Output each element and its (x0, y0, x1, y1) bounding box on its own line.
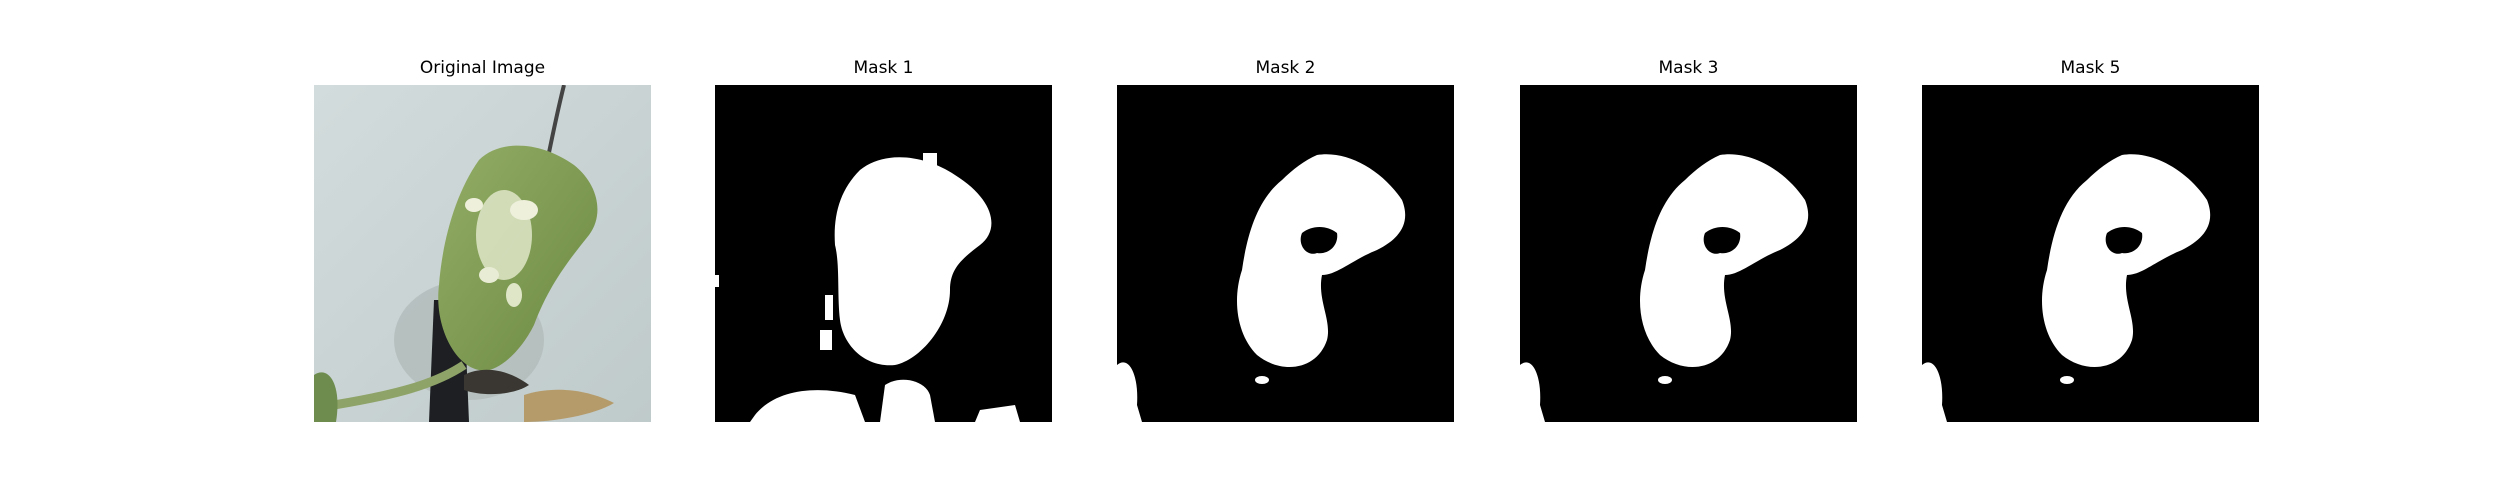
mask-5-panel: Mask 5 (1922, 55, 2259, 422)
mask-1-panel: Mask 1 (715, 55, 1052, 422)
mask-3-panel: Mask 3 (1520, 55, 1857, 422)
panel-title: Mask 3 (1658, 58, 1719, 78)
panel-title: Original Image (419, 58, 546, 78)
mask-2-image (1117, 85, 1454, 422)
mask-5-image (1922, 85, 2259, 422)
original-image (314, 85, 651, 422)
panel-title: Mask 2 (1255, 58, 1316, 78)
panel-title: Mask 5 (2060, 58, 2121, 78)
panel-title: Mask 1 (853, 58, 914, 78)
mask-3-image (1520, 85, 1857, 422)
mask-2-panel: Mask 2 (1117, 55, 1454, 422)
mask-1-image (715, 85, 1052, 422)
original-image-panel: Original Image (314, 55, 651, 422)
